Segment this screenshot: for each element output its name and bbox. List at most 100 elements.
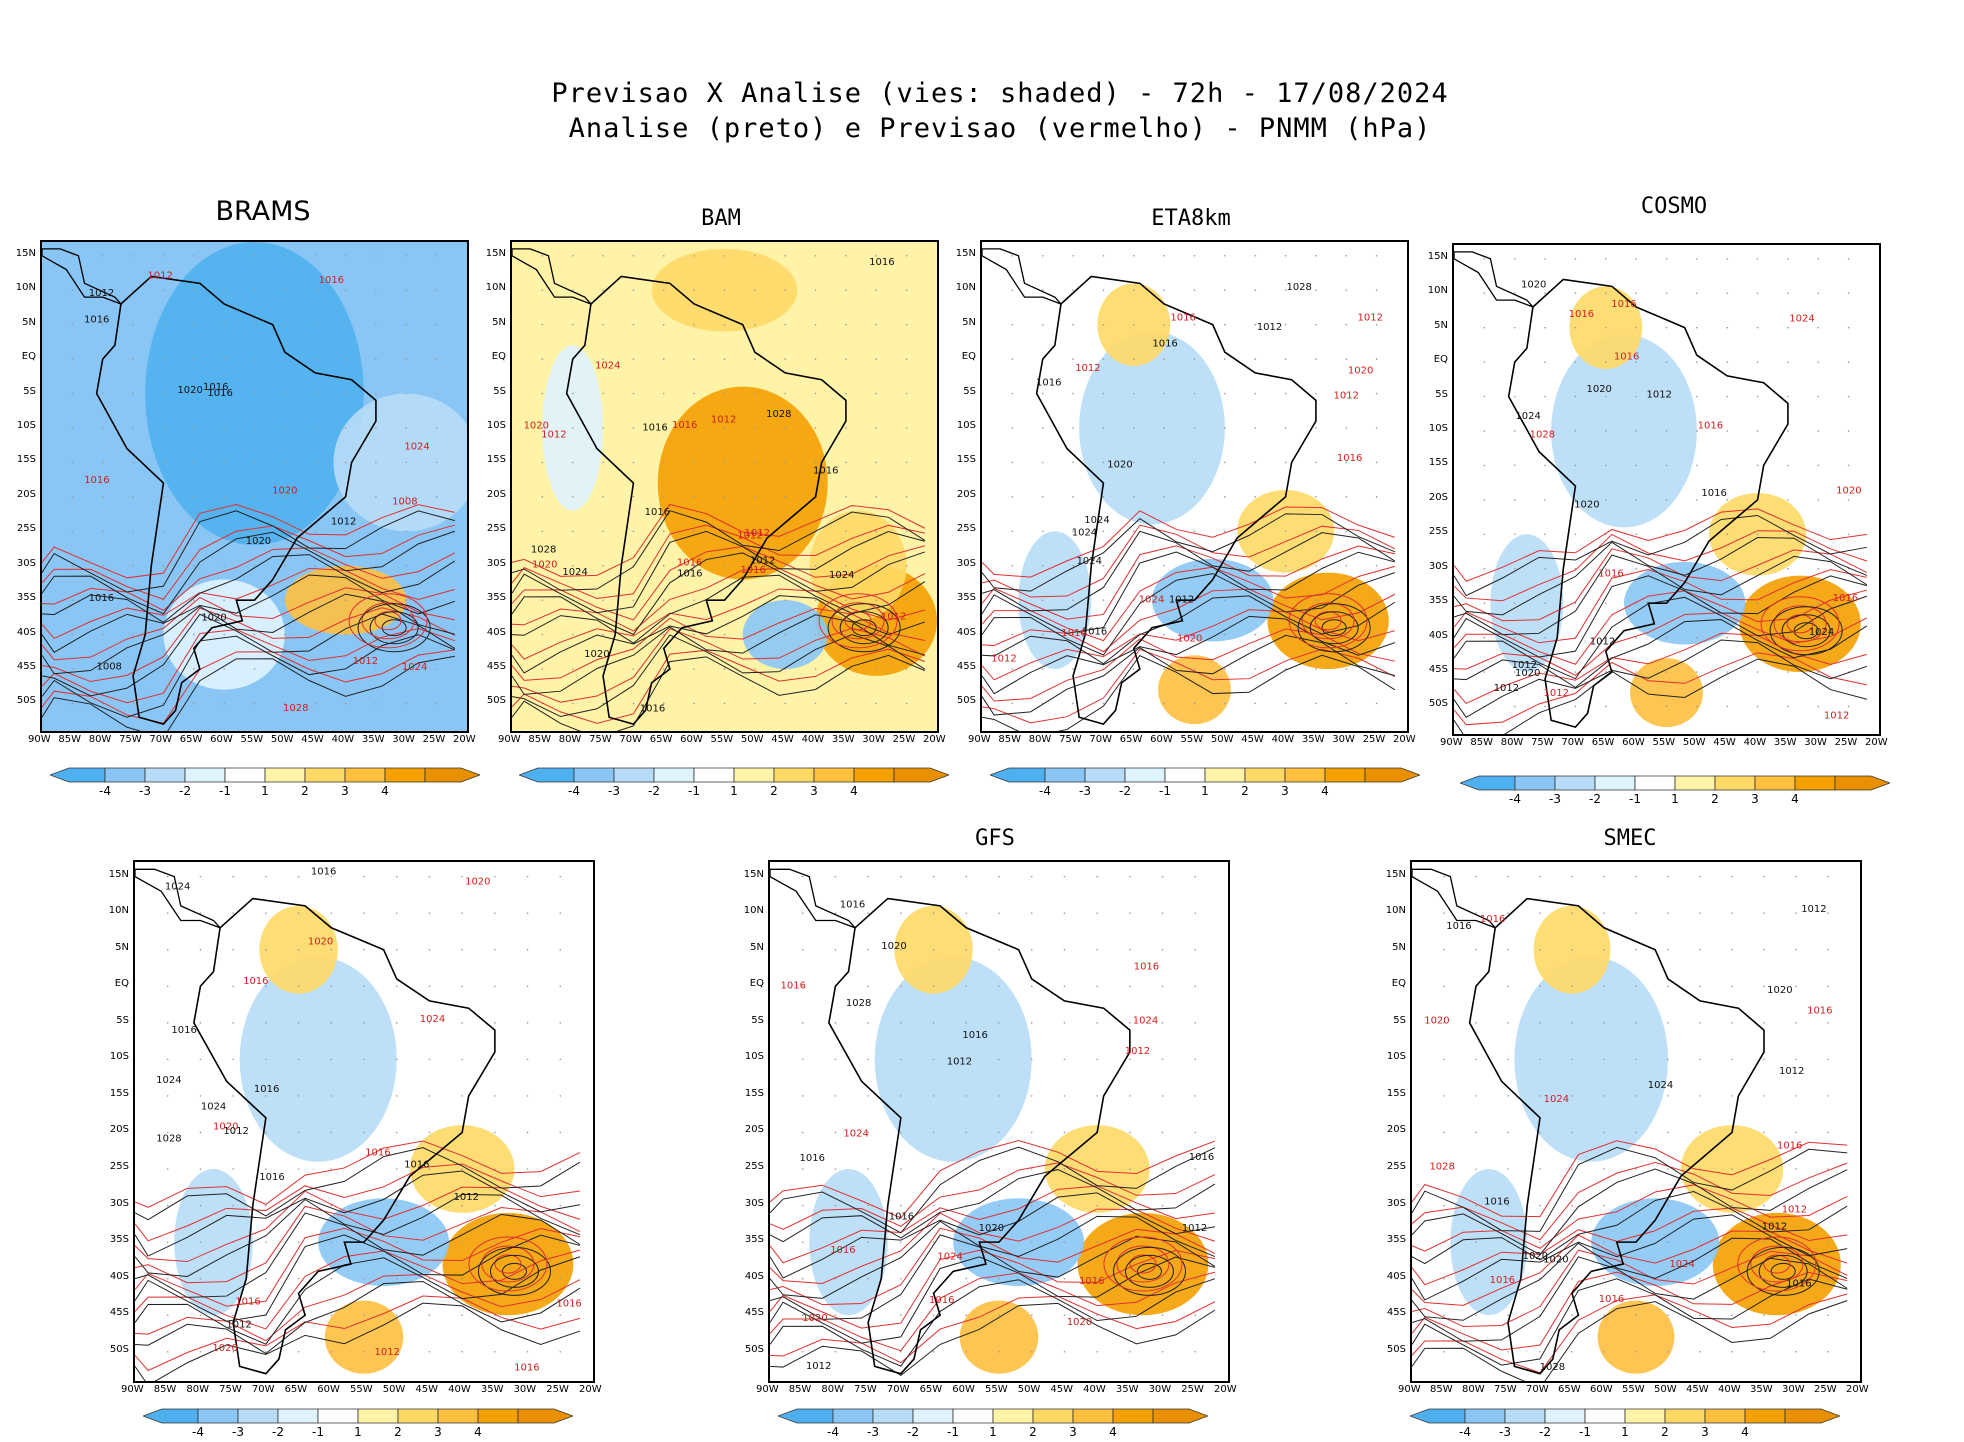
colorbar-segment: [1744, 1408, 1786, 1424]
lon-tick-label: 70W: [886, 1384, 910, 1395]
contour-label: 1028: [1286, 282, 1311, 293]
contour-label: 1024: [402, 662, 427, 673]
contour-label: 1020: [201, 613, 226, 624]
figure-title-line1: Previsao X Analise (vies: shaded) - 72h …: [551, 78, 1449, 109]
lon-tick-label: 30W: [392, 734, 415, 745]
colorbar-segment: [733, 767, 775, 783]
map-frame: 1012 1012 1016 1016 1016 1016 1012 1016 1016 1020…: [133, 860, 595, 1383]
lat-tick-label: 5N: [750, 941, 764, 953]
contour-label: 1020: [308, 937, 333, 948]
colorbar-segment: [1704, 1408, 1746, 1424]
lon-tick-label: 75W: [589, 734, 612, 745]
contour-label: 1024: [595, 361, 620, 372]
lat-tick-label: 15N: [743, 868, 764, 880]
colorbar-label: 4: [850, 784, 858, 798]
lon-tick-label: 50W: [1017, 1384, 1041, 1395]
contour-label: 1012: [737, 531, 762, 542]
lat-tick-label: 10N: [955, 282, 976, 294]
contour-label: 1028: [846, 998, 871, 1009]
lat-tick-label: 20S: [486, 488, 506, 500]
lat-tick-label: 20S: [956, 488, 976, 500]
colorbar-label: -4: [827, 1425, 839, 1439]
lon-tick-label: 20W: [1214, 1384, 1237, 1395]
lon-tick-label: 80W: [1500, 737, 1524, 748]
contour-label: 1020: [881, 941, 906, 952]
colorbar-segment: [1204, 767, 1246, 783]
colorbar-label: 1: [730, 784, 738, 798]
lat-tick-label: 20S: [1386, 1124, 1406, 1136]
contour-label: 1012: [1075, 363, 1100, 374]
lon-tick-label: 70W: [1089, 734, 1113, 745]
lon-tick-label: 60W: [1590, 1384, 1613, 1395]
colorbar-segment: [224, 767, 266, 783]
colorbar-label: 1: [1621, 1425, 1629, 1439]
colorbar-label: -4: [99, 784, 111, 798]
lat-tick-label: 35S: [109, 1234, 129, 1246]
contour-label: 1012: [947, 1056, 972, 1067]
contour-label: 1012: [223, 1126, 248, 1137]
colorbar-segment: [776, 1408, 834, 1424]
lat-tick-label: 5S: [23, 385, 36, 397]
colorbar-segment: [104, 767, 146, 783]
lat-tick-label: 25S: [1428, 526, 1448, 538]
contour-label: 1024: [1139, 595, 1164, 606]
colorbar-segment: [517, 1408, 575, 1424]
contour-label: 1020: [1543, 1254, 1568, 1265]
colorbar-label: 3: [434, 1425, 442, 1439]
colorbar-segment: [1624, 1408, 1666, 1424]
lon-tick-label: 30W: [1148, 1384, 1172, 1395]
colorbar-label: 3: [1281, 784, 1289, 798]
contour-label: 1016: [1598, 568, 1623, 579]
lat-tick-label: EQ: [1433, 354, 1448, 366]
contour-label: 1016: [1611, 299, 1636, 310]
lon-tick-label: 60W: [1622, 737, 1645, 748]
lon-tick-label: 65W: [1558, 1384, 1581, 1395]
lon-tick-label: 80W: [558, 734, 582, 745]
bias-map: 1012101210121012101610121016101610201024…: [982, 242, 1407, 731]
lon-tick-label: 25W: [892, 734, 916, 745]
lat-tick-label: 10N: [1427, 285, 1448, 297]
colorbar-segment: [988, 767, 1046, 783]
colorbar-label: -3: [139, 784, 151, 798]
lon-tick-label: 90W: [968, 734, 991, 745]
colorbar-label: -3: [232, 1425, 244, 1439]
lon-tick-label: 70W: [149, 734, 173, 745]
contour-label: 1012: [89, 288, 114, 299]
contour-label: 1012: [1512, 660, 1537, 671]
colorbar: -4 -3 -2 -1 1 2 3 4: [48, 767, 482, 801]
contour-label: 1024: [1669, 1259, 1694, 1270]
contour-label: 1016: [740, 565, 765, 576]
contour-label: 1024: [1648, 1080, 1673, 1091]
colorbar-label: 4: [1109, 1425, 1117, 1439]
contour-label: 1024: [937, 1251, 962, 1262]
lon-tick-label: 25W: [1362, 734, 1386, 745]
lat-tick-label: 15N: [1385, 868, 1406, 880]
lon-tick-label: 45W: [301, 734, 324, 745]
colorbar-label: -2: [1119, 784, 1131, 798]
lat-tick-label: 40S: [16, 626, 36, 638]
lat-tick-label: 5S: [493, 385, 506, 397]
contour-label: 1016: [1786, 1279, 1811, 1290]
colorbar-segment: [304, 767, 346, 783]
lat-tick-label: 15S: [956, 454, 976, 466]
lat-tick-label: 15N: [108, 868, 129, 880]
contour-label: 1024: [156, 1075, 181, 1086]
lon-tick-label: 90W: [1440, 737, 1463, 748]
bias-map: 1012101610121012102010161012101610201016…: [1454, 245, 1879, 734]
lat-tick-label: 25S: [744, 1161, 764, 1172]
lon-tick-label: 20W: [453, 734, 476, 745]
contour-label: 1020: [1586, 384, 1611, 395]
contour-label: 1012: [1182, 1223, 1207, 1234]
lat-tick-label: 5S: [1393, 1014, 1406, 1026]
lat-tick-label: 25S: [956, 523, 976, 535]
lon-tick-label: 80W: [1028, 734, 1052, 745]
colorbar-label: -4: [1039, 784, 1051, 798]
contour-label: 1016: [645, 507, 670, 518]
bias-map: 1012 1016 1016 1016 1016 1012 1012 1016 1016 1020…: [770, 862, 1228, 1381]
lat-tick-label: 50S: [109, 1343, 129, 1355]
panel-title: GFS: [975, 826, 1015, 851]
colorbar-segment: [1784, 1408, 1842, 1424]
lon-tick-label: 85W: [1470, 737, 1493, 748]
colorbar-segment: [1124, 767, 1166, 783]
lat-tick-label: 35S: [1386, 1234, 1406, 1246]
